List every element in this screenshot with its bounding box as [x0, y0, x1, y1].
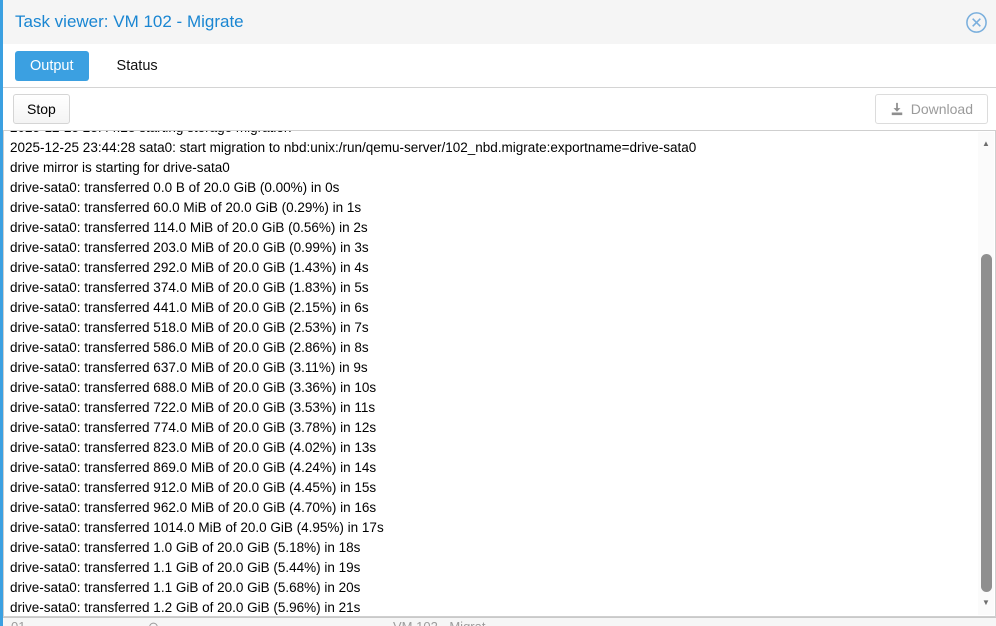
log-line: drive-sata0: transferred 0.0 B of 20.0 G…	[10, 180, 340, 195]
log-line: drive-sata0: transferred 1.1 GiB of 20.0…	[10, 560, 361, 575]
log-line: drive-sata0: transferred 586.0 MiB of 20…	[10, 340, 369, 355]
scroll-up-icon[interactable]: ▲	[982, 139, 990, 148]
log-line: drive-sata0: transferred 774.0 MiB of 20…	[10, 420, 377, 435]
log-line: drive-sata0: transferred 1.2 GiB of 20.0…	[10, 600, 361, 615]
log-line: 2025-12-25 23:44:28 sata0: start migrati…	[10, 140, 697, 155]
background-task-description: VM 102 - Migrat	[393, 619, 485, 626]
background-task-time: 01	[11, 619, 25, 626]
download-label: Download	[910, 101, 973, 117]
close-icon	[965, 11, 988, 34]
log-line: drive-sata0: transferred 374.0 MiB of 20…	[10, 280, 369, 295]
close-button[interactable]	[964, 10, 988, 34]
log-line: drive-sata0: transferred 823.0 MiB of 20…	[10, 440, 377, 455]
log-line-clipped: 2025-12-25 23:44:28 starting storage mig…	[10, 131, 971, 138]
log-line: drive-sata0: transferred 722.0 MiB of 20…	[10, 400, 376, 415]
log-line: drive-sata0: transferred 1.0 GiB of 20.0…	[10, 540, 361, 555]
tab-output[interactable]: Output	[15, 50, 89, 81]
background-task-row: 01 ⊙ VM 102 - Migrat	[3, 617, 996, 626]
log-line: drive-sata0: transferred 688.0 MiB of 20…	[10, 380, 377, 395]
tab-bar: Output Status	[3, 44, 996, 87]
task-log-panel[interactable]: 2025-12-25 23:44:28 starting storage mig…	[3, 130, 996, 617]
scroll-down-icon[interactable]: ▼	[982, 598, 990, 607]
log-line: drive-sata0: transferred 441.0 MiB of 20…	[10, 300, 369, 315]
scrollbar-thumb[interactable]	[981, 254, 992, 592]
log-line: drive-sata0: transferred 518.0 MiB of 20…	[10, 320, 369, 335]
log-line: drive-sata0: transferred 637.0 MiB of 20…	[10, 360, 368, 375]
log-line: drive-sata0: transferred 60.0 MiB of 20.…	[10, 200, 362, 215]
log-line: drive-sata0: transferred 1014.0 MiB of 2…	[10, 520, 384, 535]
log-line: drive-sata0: transferred 912.0 MiB of 20…	[10, 480, 377, 495]
stop-button[interactable]: Stop	[13, 94, 70, 124]
download-button[interactable]: Download	[874, 94, 988, 124]
log-line: drive-sata0: transferred 203.0 MiB of 20…	[10, 240, 369, 255]
window-header: Task viewer: VM 102 - Migrate	[3, 0, 996, 44]
log-line: drive-sata0: transferred 869.0 MiB of 20…	[10, 460, 377, 475]
window-title: Task viewer: VM 102 - Migrate	[15, 12, 244, 31]
tab-status[interactable]: Status	[102, 51, 173, 81]
log-line: drive-sata0: transferred 962.0 MiB of 20…	[10, 500, 377, 515]
log-line: drive-sata0: transferred 292.0 MiB of 20…	[10, 260, 369, 275]
log-line: drive mirror is starting for drive-sata0	[10, 160, 230, 175]
toolbar: Stop Download	[3, 87, 996, 130]
log-line: drive-sata0: transferred 1.1 GiB of 20.0…	[10, 580, 361, 595]
log-line: drive-sata0: transferred 114.0 MiB of 20…	[10, 220, 368, 235]
download-icon	[890, 102, 904, 116]
task-log-content: 2025-12-25 23:44:28 starting storage mig…	[4, 131, 995, 616]
scrollbar[interactable]: ▲ ▼	[978, 132, 994, 615]
background-task-status-icon: ⊙	[148, 619, 159, 626]
